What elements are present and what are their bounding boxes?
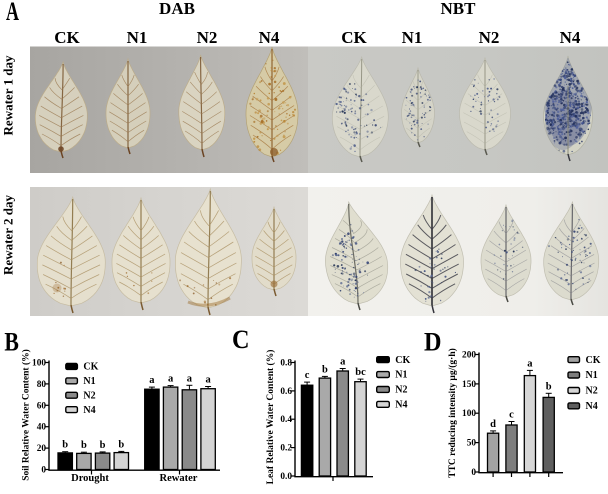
svg-text:20: 20 xyxy=(37,444,47,454)
svg-text:N1: N1 xyxy=(402,28,423,47)
svg-text:N4: N4 xyxy=(259,28,280,47)
svg-text:D: D xyxy=(424,328,442,357)
svg-text:CK: CK xyxy=(54,28,80,47)
svg-text:b: b xyxy=(322,364,328,375)
svg-text:b: b xyxy=(118,439,124,450)
svg-text:150: 150 xyxy=(462,380,476,390)
svg-text:B: B xyxy=(4,328,19,357)
svg-text:0.8: 0.8 xyxy=(280,359,292,369)
svg-text:a: a xyxy=(168,374,174,385)
svg-text:100: 100 xyxy=(32,359,46,369)
svg-text:N2: N2 xyxy=(395,385,407,396)
svg-text:C: C xyxy=(232,325,250,354)
svg-text:200: 200 xyxy=(462,351,476,361)
svg-text:a: a xyxy=(187,373,193,384)
svg-text:NBT: NBT xyxy=(441,0,477,18)
svg-text:Soil Relative Water Content (%: Soil Relative Water Content (%) xyxy=(21,349,32,481)
svg-text:N2: N2 xyxy=(83,390,95,401)
svg-text:0: 0 xyxy=(471,468,476,478)
svg-text:Rewater 1 day: Rewater 1 day xyxy=(1,55,16,135)
svg-text:b: b xyxy=(62,440,68,451)
svg-text:80: 80 xyxy=(37,380,47,390)
svg-text:bc: bc xyxy=(355,367,366,378)
svg-text:c: c xyxy=(509,410,514,421)
svg-text:N4: N4 xyxy=(560,28,581,47)
svg-text:40: 40 xyxy=(37,423,47,433)
svg-text:N4: N4 xyxy=(586,401,598,412)
svg-text:TTC reducing intensity µg/(g·: TTC reducing intensity µg/(g·h) xyxy=(447,348,458,478)
svg-text:60: 60 xyxy=(37,401,47,411)
svg-text:a: a xyxy=(527,358,533,369)
svg-text:N2: N2 xyxy=(479,28,500,47)
svg-text:Rewater: Rewater xyxy=(160,473,198,484)
svg-text:CK: CK xyxy=(395,355,410,366)
svg-text:a: a xyxy=(205,375,211,386)
svg-text:CK: CK xyxy=(586,355,601,366)
svg-text:N4: N4 xyxy=(83,405,95,416)
svg-text:0.4: 0.4 xyxy=(280,415,292,425)
svg-text:N1: N1 xyxy=(127,28,148,47)
svg-text:0.2: 0.2 xyxy=(280,444,292,454)
svg-text:N1: N1 xyxy=(586,370,598,381)
svg-text:b: b xyxy=(81,440,87,451)
svg-text:a: a xyxy=(340,357,346,368)
svg-text:c: c xyxy=(305,370,310,381)
svg-text:b: b xyxy=(546,381,552,392)
svg-text:0.0: 0.0 xyxy=(280,472,292,482)
svg-text:A: A xyxy=(6,0,19,26)
svg-text:N2: N2 xyxy=(197,28,218,47)
svg-text:N4: N4 xyxy=(395,400,407,411)
svg-text:N1: N1 xyxy=(395,370,407,381)
svg-text:N1: N1 xyxy=(83,376,95,387)
svg-text:Leaf Relative Water Content (%: Leaf Relative Water Content (%) xyxy=(265,350,276,485)
svg-text:Drought: Drought xyxy=(71,473,109,484)
svg-text:d: d xyxy=(490,419,496,430)
svg-text:100: 100 xyxy=(462,409,476,419)
svg-text:Rewater 2 day: Rewater 2 day xyxy=(0,195,15,275)
svg-text:N2: N2 xyxy=(586,386,598,397)
svg-text:b: b xyxy=(100,440,106,451)
svg-text:50: 50 xyxy=(467,439,477,449)
svg-text:a: a xyxy=(149,375,155,386)
svg-text:0.6: 0.6 xyxy=(280,387,292,397)
svg-text:DAB: DAB xyxy=(159,0,195,18)
svg-text:CK: CK xyxy=(83,362,98,373)
svg-text:0: 0 xyxy=(41,466,46,476)
svg-text:CK: CK xyxy=(341,28,367,47)
